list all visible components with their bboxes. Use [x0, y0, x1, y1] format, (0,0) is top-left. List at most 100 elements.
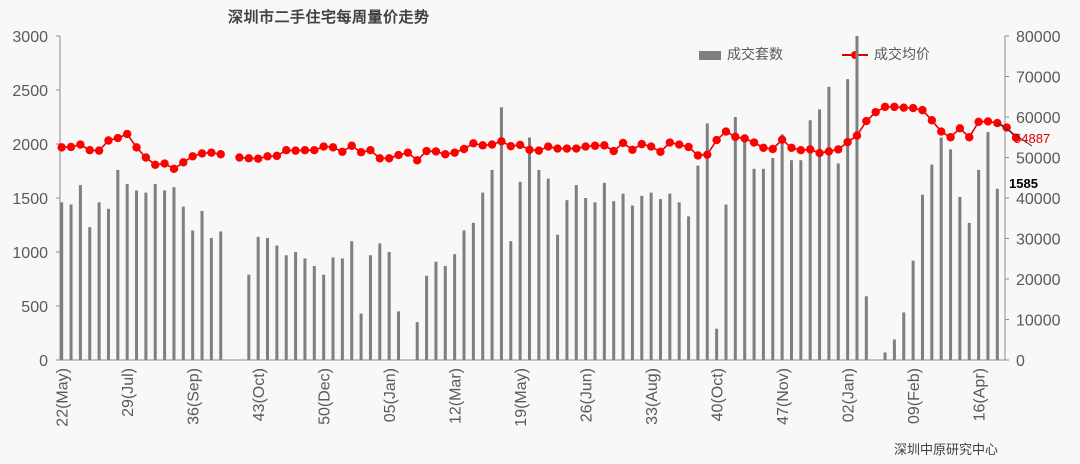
price-marker: [880, 102, 890, 112]
legend-label-volume: 成交套数: [727, 47, 783, 63]
price-marker: [908, 103, 918, 113]
volume-bar: [359, 313, 363, 360]
volume-bar: [303, 258, 307, 360]
price-marker: [637, 139, 646, 149]
x-axis-tick-label: 33(Aug): [644, 368, 661, 425]
price-marker: [76, 140, 85, 149]
price-marker: [684, 142, 693, 152]
volume-bar: [209, 237, 213, 360]
price-marker: [721, 127, 731, 136]
price-marker: [450, 148, 459, 157]
volume-bar: [340, 258, 344, 360]
price-marker: [310, 146, 319, 155]
price-marker: [122, 129, 132, 139]
price-marker: [871, 107, 880, 117]
volume-bar: [612, 201, 616, 360]
price-marker: [328, 143, 338, 152]
volume-bar: [977, 169, 981, 360]
price-marker: [899, 103, 908, 112]
volume-bar: [752, 168, 756, 360]
price-marker: [805, 145, 815, 154]
price-marker: [160, 159, 169, 168]
price-marker: [628, 145, 637, 155]
source-label: 深圳中原研究中心: [894, 443, 999, 458]
volume-bar: [518, 181, 522, 360]
left-axis-tick-label: 3000: [12, 29, 48, 46]
volume-bar: [949, 149, 953, 360]
volume-bar: [621, 193, 625, 360]
volume-bar: [181, 206, 185, 360]
price-marker: [347, 141, 356, 150]
price-line: [61, 133, 221, 170]
price-marker: [843, 137, 852, 147]
volume-bar: [331, 257, 335, 360]
price-marker: [216, 150, 225, 159]
price-marker: [422, 146, 431, 156]
volume-bar: [827, 86, 831, 360]
left-axis-tick-label: 2500: [12, 83, 48, 100]
price-marker: [646, 142, 656, 151]
volume-bar: [574, 185, 578, 360]
volume-bar: [846, 79, 850, 360]
price-marker: [94, 146, 104, 155]
price-marker: [263, 152, 272, 161]
volume-bar: [677, 202, 681, 360]
price-marker: [506, 141, 515, 151]
price-marker: [403, 148, 413, 157]
volume-bar: [818, 109, 822, 360]
volume-bar: [789, 160, 793, 360]
price-marker: [319, 142, 328, 151]
volume-bar: [930, 164, 934, 360]
price-marker: [291, 146, 300, 155]
price-marker: [1002, 123, 1011, 132]
x-axis-tick-label: 50(Dec): [317, 368, 334, 425]
volume-bar: [387, 252, 391, 360]
volume-bar: [696, 165, 700, 360]
price-marker: [375, 154, 384, 163]
volume-bar: [967, 222, 971, 360]
price-marker: [57, 143, 66, 152]
volume-bar: [312, 266, 316, 360]
price-marker: [936, 127, 946, 136]
price-marker: [562, 144, 572, 153]
price-marker: [965, 133, 974, 142]
volume-bar: [630, 205, 634, 360]
volume-bar: [350, 241, 354, 360]
volume-bar: [247, 274, 251, 360]
volume-bar: [892, 339, 896, 360]
price-marker: [459, 144, 469, 154]
volume-bar: [658, 199, 662, 360]
volume-bar: [88, 227, 92, 360]
volume-bar: [668, 193, 672, 360]
volume-bar: [153, 183, 157, 360]
volume-bar: [808, 120, 812, 361]
price-marker: [282, 146, 291, 155]
legend-line-marker-icon: [842, 49, 868, 61]
price-marker: [740, 134, 749, 143]
volume-bar: [191, 230, 195, 360]
volume-bar: [649, 192, 653, 360]
price-annotation: 54887: [1014, 131, 1050, 146]
volume-bar: [499, 107, 503, 360]
price-marker: [759, 143, 768, 152]
volume-bar: [705, 123, 709, 360]
volume-bar: [883, 352, 887, 360]
price-marker: [834, 145, 843, 154]
volume-bar: [397, 311, 401, 360]
price-marker: [749, 138, 759, 147]
volume-bar: [715, 328, 719, 360]
price-marker: [207, 148, 216, 157]
price-marker: [824, 147, 834, 156]
price-marker: [918, 105, 927, 115]
price-marker: [113, 133, 123, 143]
price-marker: [600, 141, 609, 150]
left-axis-tick-label: 2000: [12, 137, 48, 154]
volume-bar: [761, 168, 765, 360]
volume-bar: [481, 192, 485, 360]
legend-item-price: 成交均价: [842, 44, 930, 64]
volume-bar: [799, 160, 803, 360]
left-axis-tick-label: 1000: [12, 245, 48, 262]
volume-bar: [135, 190, 139, 360]
x-axis-tick-label: 12(Mar): [448, 368, 465, 424]
